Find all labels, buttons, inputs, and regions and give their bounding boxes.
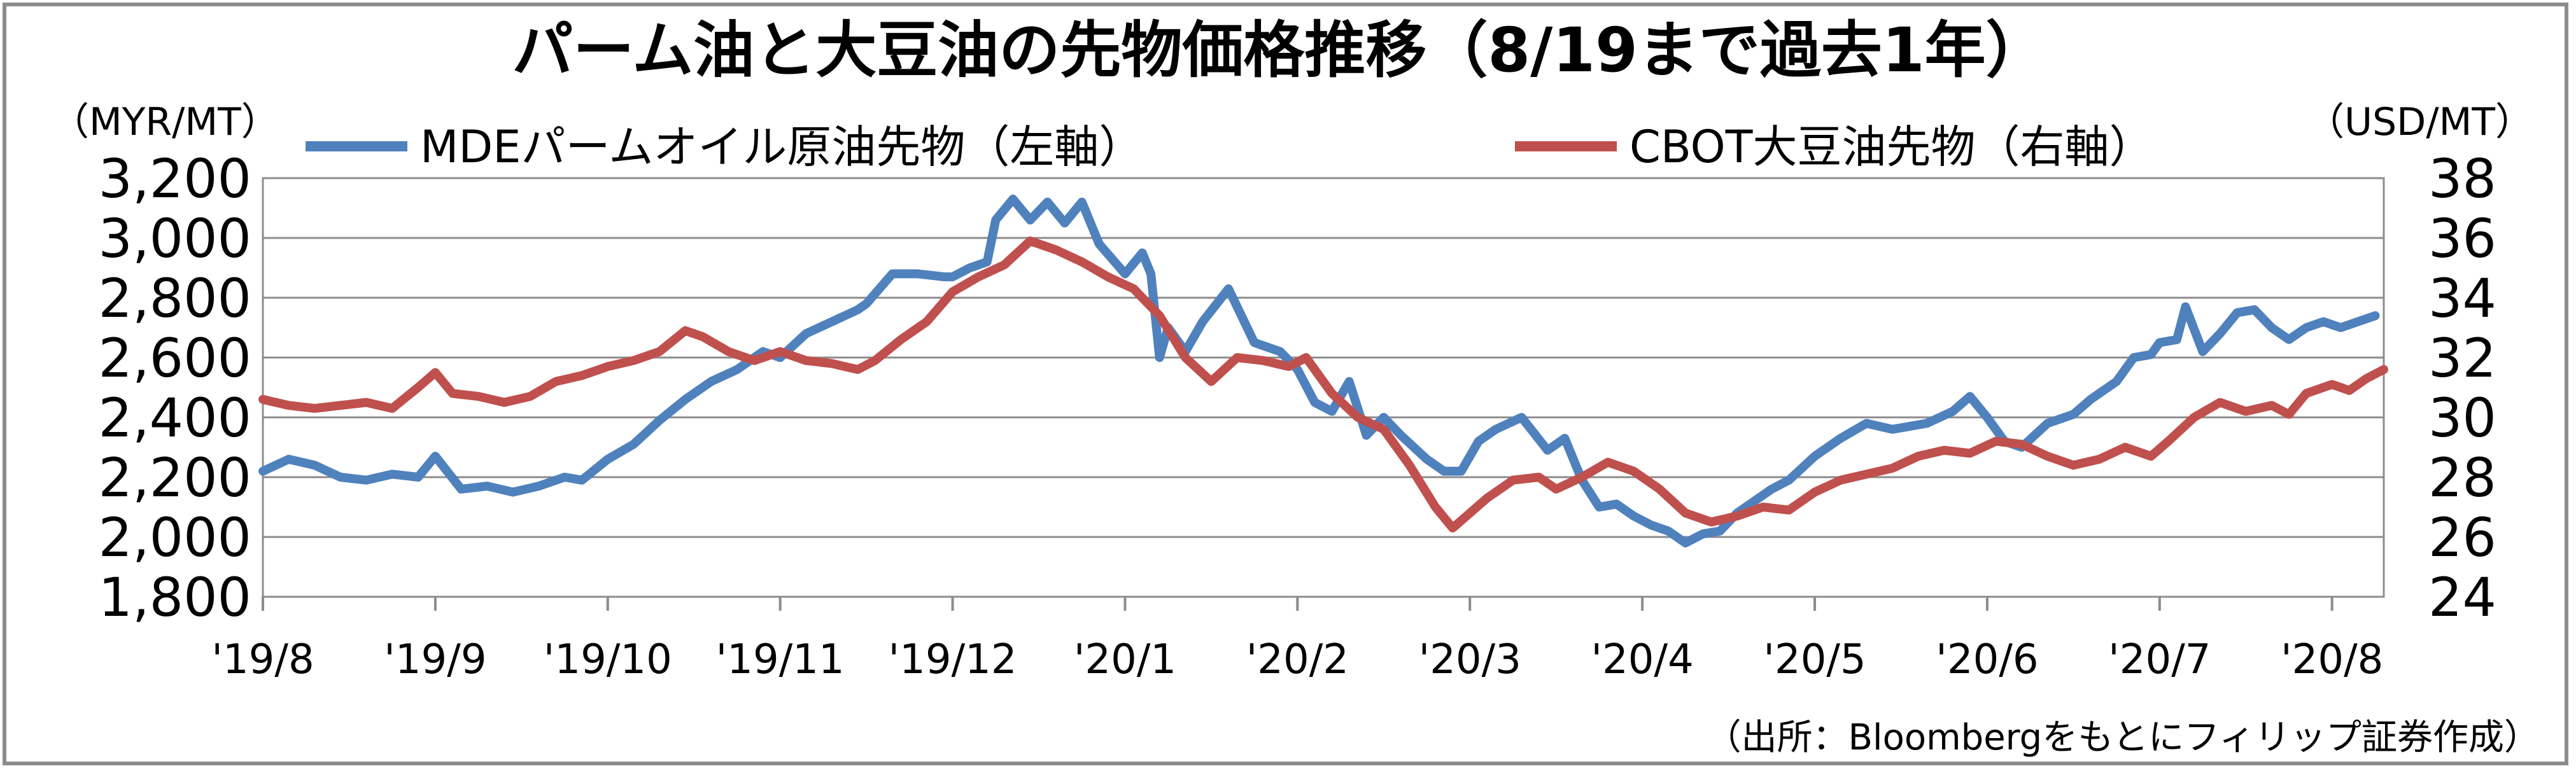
- right-tick-label: 24: [2428, 566, 2496, 629]
- left-tick-label: 3,200: [99, 148, 251, 210]
- left-axis-unit: （MYR/MT）: [51, 100, 279, 144]
- left-tick-label: 2,600: [99, 327, 251, 389]
- left-tick-label: 2,800: [99, 267, 251, 330]
- right-tick-label: 30: [2428, 387, 2496, 449]
- series-line-soybean-oil: [258, 236, 2388, 533]
- series-layer: [258, 194, 2388, 548]
- x-tick-label: '19/10: [544, 636, 672, 683]
- x-tick-label: '20/1: [1074, 636, 1176, 683]
- x-tick-label: '19/12: [889, 636, 1017, 683]
- x-axis-ticks: '19/8 '19/9 '19/10 '19/11 '19/12 '20/1 '20/2 '2…: [211, 597, 2383, 683]
- x-tick-label: '20/8: [2281, 636, 2383, 683]
- x-tick-label: '20/2: [1246, 636, 1349, 683]
- plot-area-border: [262, 177, 2385, 598]
- x-tick-label: '19/11: [716, 636, 845, 683]
- right-tick-label: 26: [2428, 506, 2496, 569]
- left-tick-label: 2,400: [99, 387, 251, 449]
- right-tick-label: 32: [2428, 327, 2496, 389]
- x-tick-label: '20/6: [1936, 636, 2038, 683]
- left-tick-label: 2,200: [99, 447, 251, 509]
- x-tick-label: '19/8: [211, 636, 314, 683]
- legend-label-palm: MDEパームオイル原油先物（左軸）: [420, 121, 1143, 173]
- x-tick-label: '20/5: [1763, 636, 1866, 683]
- right-tick-label: 28: [2428, 447, 2496, 509]
- left-tick-label: 3,000: [99, 207, 251, 270]
- left-tick-label: 1,800: [99, 566, 251, 629]
- x-tick-label: '19/9: [384, 636, 486, 683]
- x-tick-label: '20/4: [1591, 636, 1693, 683]
- right-tick-label: 36: [2428, 207, 2496, 270]
- right-tick-label: 38: [2428, 148, 2496, 210]
- x-tick-label: '20/3: [1419, 636, 1521, 683]
- x-tick-label: '20/7: [2108, 636, 2211, 683]
- legend-label-soy: CBOT大豆油先物（右軸）: [1629, 121, 2154, 173]
- right-axis-unit: （USD/MT）: [2306, 100, 2533, 144]
- left-tick-label: 2,000: [99, 506, 251, 569]
- source-note: （出所：Bloombergをもとにフィリップ証券作成）: [1706, 717, 2540, 758]
- legend: MDEパームオイル原油先物（左軸） CBOT大豆油先物（右軸）: [306, 121, 2154, 173]
- chart-frame: [3, 3, 2568, 765]
- chart-title: パーム油と大豆油の先物価格推移（8/19まで過去1年）: [512, 15, 2046, 86]
- right-tick-label: 34: [2428, 267, 2496, 330]
